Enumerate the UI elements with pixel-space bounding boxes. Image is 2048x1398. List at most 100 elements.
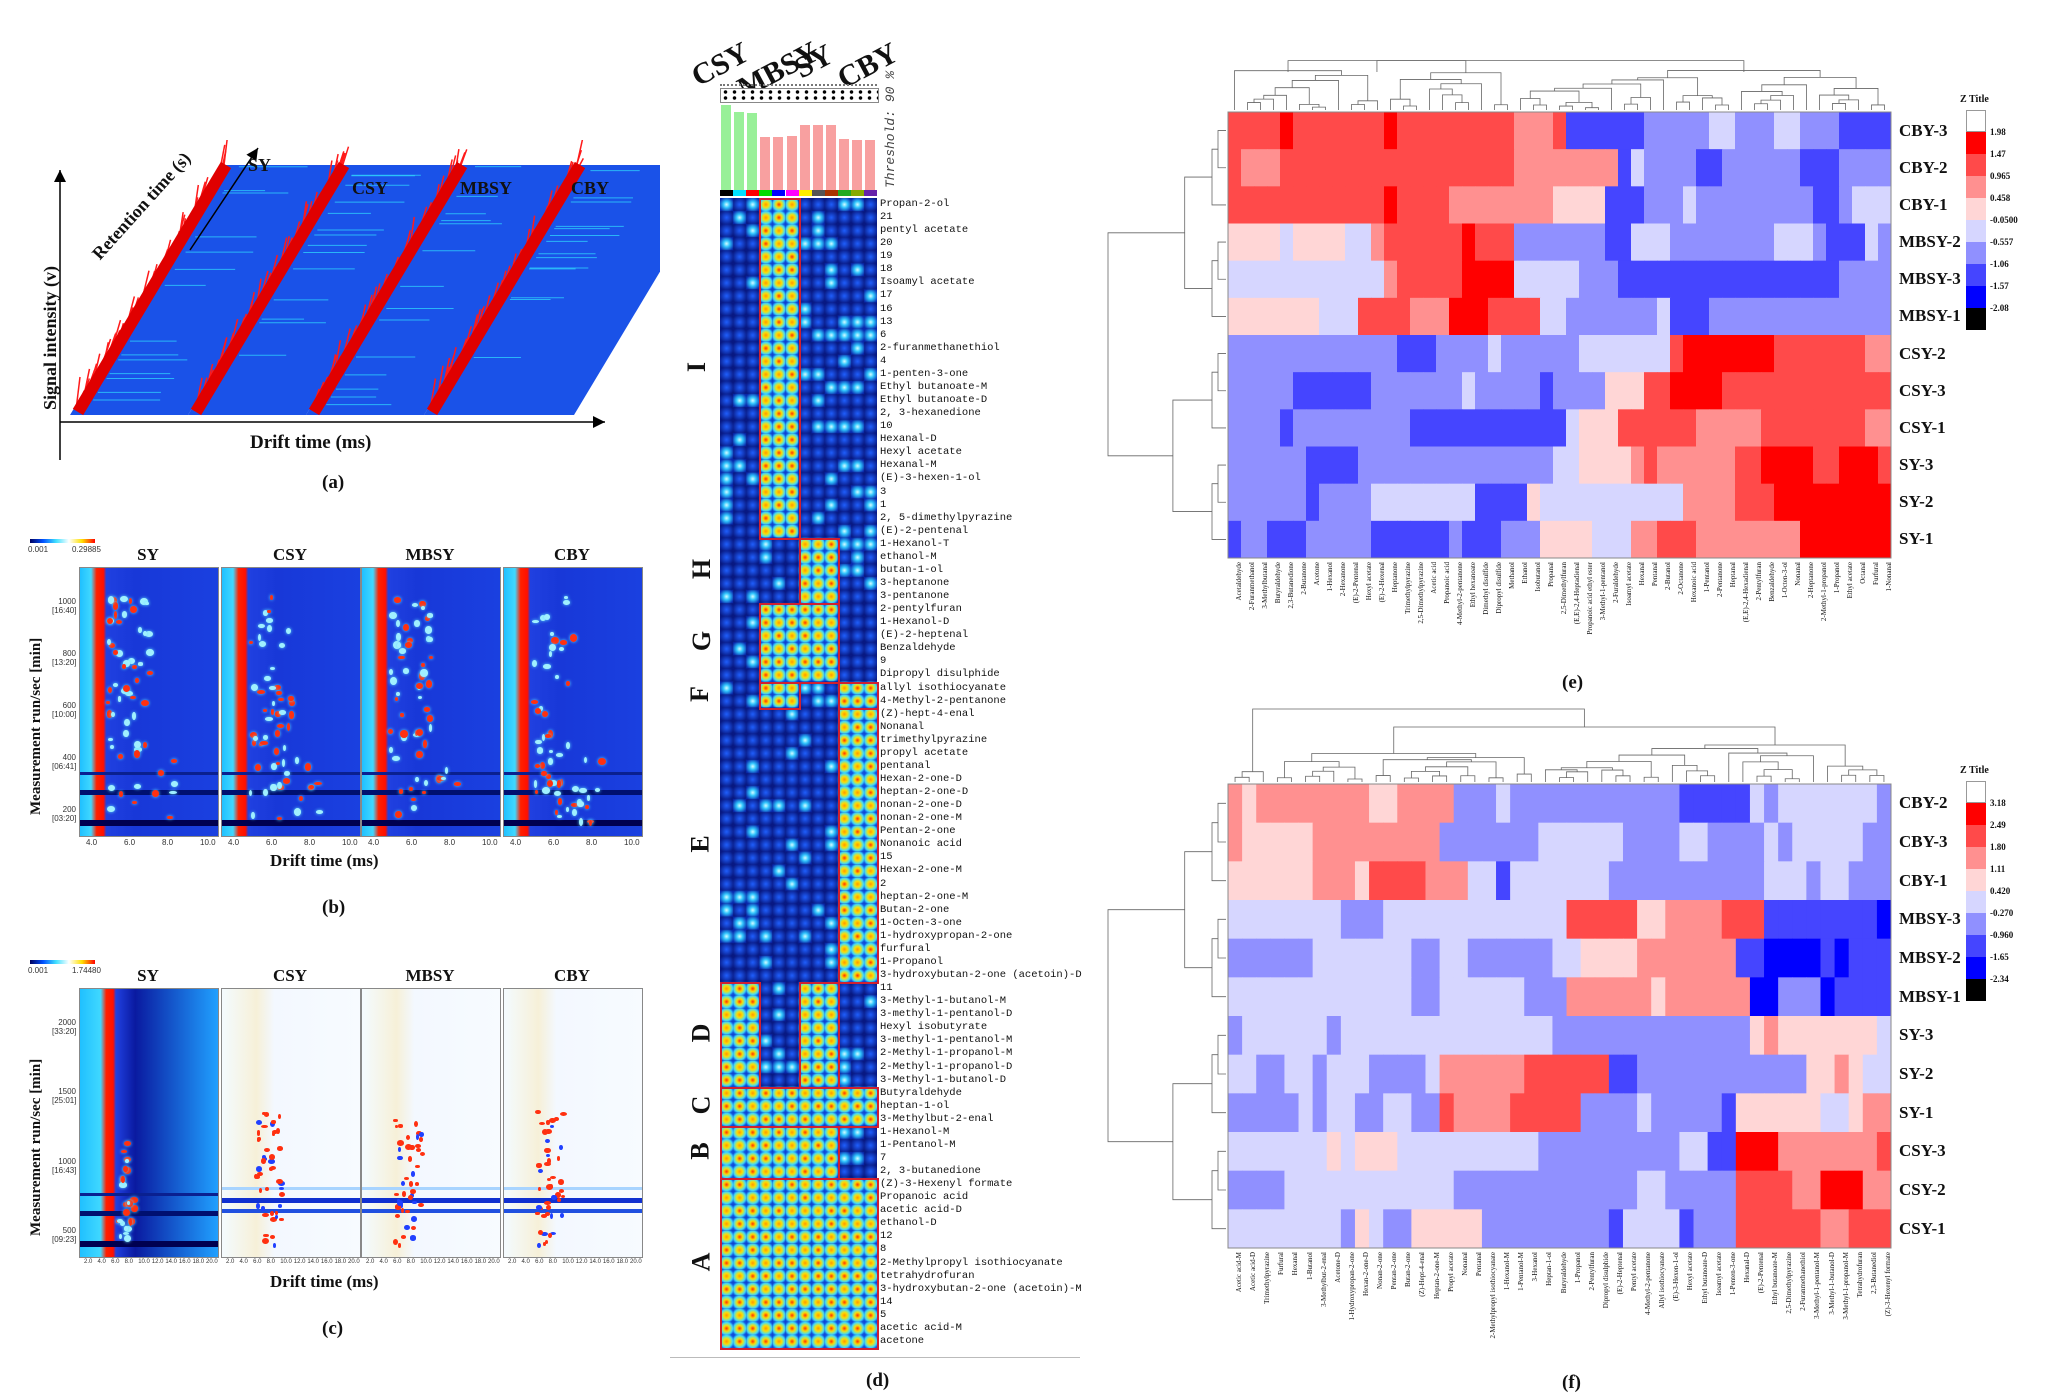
peak-spot (426, 613, 434, 618)
compound-column-label: (E)-2-Hexenal (1377, 562, 1386, 603)
peak-spot (403, 1225, 410, 1231)
heatmap-cell (1566, 1209, 1582, 1249)
heatmap-cell (1852, 186, 1866, 224)
compound-label: acetic acid-D (880, 1204, 962, 1217)
heatmap-cell (1397, 1132, 1412, 1172)
peak-spot (266, 624, 272, 632)
legend-swatch (1966, 154, 1986, 176)
heatmap-cell (1496, 822, 1511, 862)
heatmap-cell (1397, 977, 1412, 1017)
peak-spot (545, 1138, 551, 1143)
peak-spot (416, 750, 423, 758)
heatmap-cell (1764, 900, 1779, 940)
heatmap-cell (1369, 1132, 1384, 1172)
peak-spot (278, 1191, 286, 1198)
sample-title: CSY (272, 545, 307, 564)
y-tick-label: 1000 [16:43] (52, 1157, 76, 1175)
heatmap-cell (1764, 822, 1779, 862)
heatmap-cell (1510, 1209, 1525, 1249)
heatmap-cell (1670, 483, 1684, 522)
heatmap-cell (1839, 297, 1853, 336)
sample-row-label: MBSY-2 (1899, 232, 1961, 252)
peak-spot (120, 1150, 128, 1154)
heatmap-cell (1384, 186, 1398, 224)
peak-spot (275, 761, 280, 765)
heatmap-cell (1319, 520, 1333, 559)
heatmap-cell (1397, 1093, 1412, 1133)
peak-spot (132, 801, 137, 805)
peak-spot (274, 710, 282, 717)
heatmap-cell (1839, 520, 1853, 559)
heatmap-cell (1657, 446, 1671, 485)
peak-spot (533, 780, 538, 788)
heatmap-cell (1514, 112, 1528, 150)
heatmap-cell (1792, 1093, 1807, 1133)
heatmap-cell (1369, 784, 1384, 824)
compound-column-label: 2-Heptanone (1806, 562, 1815, 599)
heatmap-cell (1332, 186, 1346, 224)
band (362, 771, 500, 775)
heatmap-cell (1326, 938, 1342, 978)
heatmap-cell (1774, 335, 1788, 373)
heatmap-cell (1481, 1209, 1497, 1249)
compound-column-label: (E)-2-Pentenal (1756, 1252, 1765, 1294)
band (222, 771, 360, 775)
heatmap-cell (1369, 1209, 1384, 1249)
peak-spot (107, 596, 115, 605)
heatmap-cell (1270, 1170, 1285, 1210)
cluster-group-label: A (686, 1252, 716, 1272)
heatmap-cell (1774, 409, 1788, 447)
heatmap-cell (1683, 297, 1697, 336)
heatmap-cell (1683, 112, 1697, 150)
peak-spot (410, 1188, 417, 1195)
heatmap-cell (1306, 223, 1320, 262)
heatmap-cell (1228, 260, 1242, 299)
heatmap-cell (1425, 977, 1441, 1017)
heatmap-cell (1749, 1132, 1765, 1172)
peak-spot (134, 747, 142, 752)
sample-row-label: CBY-1 (1899, 870, 1948, 890)
peak-spot (124, 1158, 129, 1163)
heatmap-cell (1709, 446, 1723, 485)
heatmap-cell (1467, 861, 1483, 901)
heatmap-cell (1852, 483, 1866, 522)
peak-spot (298, 795, 303, 801)
heatmap-cell (1683, 409, 1697, 447)
heatmap-cell (1371, 520, 1385, 559)
heatmap-cell (1592, 372, 1606, 410)
peak-spot (579, 787, 587, 794)
compound-column-label: (E)-2-Pentenal (1351, 562, 1360, 604)
peak-spot (536, 1205, 543, 1210)
heatmap-cell (1787, 223, 1801, 262)
peak-spot (453, 782, 462, 787)
heatmap-cell (1242, 1016, 1257, 1056)
heatmap-cell (1651, 861, 1666, 901)
peak-spot (282, 744, 287, 751)
heatmap-cell (1228, 900, 1243, 940)
heatmap-cell (1340, 1209, 1356, 1249)
compound-column-label: Acetic acid-M (1235, 1252, 1244, 1293)
heatmap-cell (1670, 186, 1684, 224)
heatmap-cell (1358, 260, 1372, 299)
heatmap-cell (1293, 372, 1307, 410)
compound-column-label: 3-Methylbut-2-enal (1319, 1252, 1328, 1307)
peak-spot (134, 741, 142, 749)
peak-spot (129, 598, 133, 604)
compound-label: 3-Methyl-1-butanol-D (880, 1073, 1007, 1086)
heatmap-cell (1709, 483, 1723, 522)
compound-label: tetrahydrofuran (880, 1269, 975, 1282)
heatmap-cell (1423, 112, 1437, 150)
peak-spot (263, 1147, 271, 1153)
heatmap-cell (1820, 1170, 1836, 1210)
heatmap-cell (1453, 1170, 1469, 1210)
legend-swatch (1966, 308, 1986, 330)
compound-label: 2-Methylpropyl isothiocyanate (880, 1256, 1063, 1269)
peak-spot (539, 615, 546, 622)
peak-spot (543, 614, 551, 621)
divider (670, 1357, 1080, 1358)
heatmap-cell (1284, 784, 1300, 824)
heatmap-cell (1488, 297, 1502, 336)
compound-label: acetic acid-M (880, 1321, 962, 1334)
heatmap-cell (1566, 1054, 1582, 1094)
x-tick-label: 4.0 (239, 1259, 248, 1265)
